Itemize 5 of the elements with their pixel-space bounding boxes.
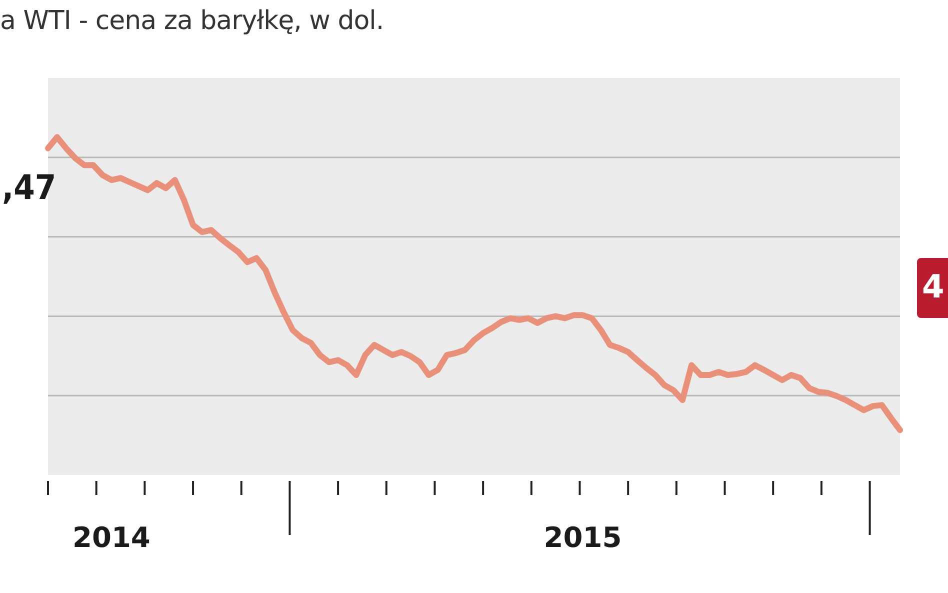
text: 4 [922,267,944,306]
x-tick-label: 2015 [544,521,622,554]
x-tick-label: 2014 [72,521,150,554]
annotation: ,47 [2,168,56,208]
chart-title: a WTI - cena za baryłkę, w dol. [0,6,384,36]
